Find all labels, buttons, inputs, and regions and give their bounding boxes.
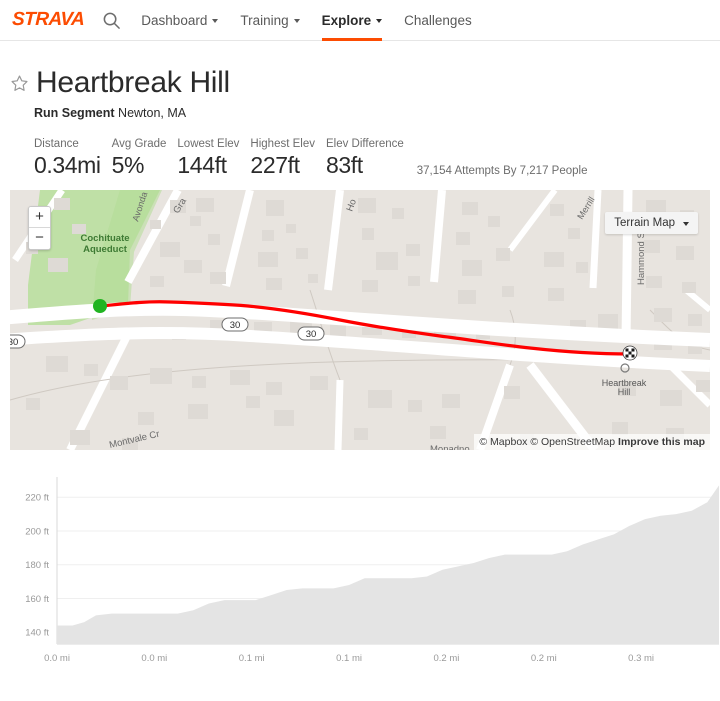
map-route-shield-a: 30 bbox=[221, 317, 249, 332]
segment-stats: Distance 0.34mi Avg Grade 5% Lowest Elev… bbox=[34, 137, 720, 179]
nav-item-dashboard[interactable]: Dashboard bbox=[141, 0, 219, 41]
elevation-chart-canvas[interactable]: 140 ft 160 ft 180 ft 200 ft 220 ft 0.0 mi 0.0 … bbox=[0, 472, 720, 677]
map-zoom-out-button[interactable]: − bbox=[29, 228, 50, 249]
map-label-monadnock: Monadno bbox=[430, 444, 470, 450]
map-poi-circle bbox=[620, 363, 630, 373]
nav-item-dashboard-label: Dashboard bbox=[141, 12, 208, 28]
page-title: Heartbreak Hill bbox=[36, 66, 230, 99]
chart-y-tick-label: 200 ft bbox=[25, 526, 49, 537]
stat-distance-value: 0.34mi bbox=[34, 152, 101, 178]
chart-x-tick-label: 0.0 mi bbox=[44, 653, 70, 664]
map-finish-marker bbox=[622, 345, 638, 361]
top-navigation-bar: STRAVA Dashboard Training Explore Challe… bbox=[0, 0, 720, 41]
nav-items: Dashboard Training Explore Challenges bbox=[141, 0, 493, 41]
chart-elevation-area bbox=[57, 485, 719, 644]
svg-text:30: 30 bbox=[306, 329, 317, 340]
stat-elev-difference-label: Elev Difference bbox=[325, 138, 404, 150]
chart-x-tick-label: 0.2 mi bbox=[433, 653, 459, 664]
chart-x-tick-label: 0.1 mi bbox=[336, 653, 362, 664]
stat-elev-difference-value: 83ft bbox=[325, 152, 363, 178]
chart-y-tick-label: 160 ft bbox=[25, 594, 49, 605]
map-zoom-in-button[interactable]: + bbox=[29, 207, 50, 228]
map-label-park: Cochituate bbox=[80, 233, 129, 244]
stat-lowest-elev-value: 144ft bbox=[177, 152, 227, 178]
segment-map[interactable]: 30 30 30 Cochituate Aqueduct Avonda Gra … bbox=[10, 190, 710, 450]
chevron-down-icon bbox=[683, 222, 689, 226]
nav-item-explore[interactable]: Explore bbox=[321, 0, 383, 41]
svg-text:30: 30 bbox=[230, 320, 241, 331]
strava-logo[interactable]: STRAVA bbox=[11, 9, 85, 30]
elevation-chart[interactable]: 140 ft 160 ft 180 ft 200 ft 220 ft 0.0 mi 0.0 … bbox=[0, 472, 720, 677]
nav-item-training-label: Training bbox=[240, 12, 289, 28]
svg-text:Aqueduct: Aqueduct bbox=[83, 244, 128, 255]
nav-item-challenges[interactable]: Challenges bbox=[404, 0, 472, 41]
stat-distance-label: Distance bbox=[34, 138, 79, 150]
map-attribution-providers: © Mapbox © OpenStreetMap bbox=[479, 436, 616, 448]
map-layer-selector[interactable]: Terrain Map bbox=[605, 212, 698, 234]
map-label-hammond: Hammond St bbox=[636, 229, 647, 285]
chevron-down-icon bbox=[293, 19, 300, 23]
stat-avg-grade-value: 5% bbox=[111, 152, 145, 178]
chevron-down-icon bbox=[376, 19, 383, 23]
segment-subtitle: Run Segment Newton, MA bbox=[34, 106, 720, 120]
nav-item-training[interactable]: Training bbox=[240, 0, 300, 41]
chart-y-tick-label: 140 ft bbox=[25, 628, 49, 639]
segment-type: Run Segment bbox=[34, 106, 115, 120]
map-improve-link[interactable]: Improve this map bbox=[618, 436, 705, 448]
stat-lowest-elev: Lowest Elev 144ft bbox=[177, 137, 239, 179]
stat-highest-elev-label: Highest Elev bbox=[250, 138, 315, 150]
stat-highest-elev: Highest Elev 227ft bbox=[250, 137, 315, 179]
map-zoom-controls[interactable]: + − bbox=[28, 206, 51, 250]
stat-highest-elev-value: 227ft bbox=[250, 152, 300, 178]
svg-text:30: 30 bbox=[10, 337, 18, 348]
map-route-shield-b: 30 bbox=[297, 326, 325, 341]
stat-lowest-elev-label: Lowest Elev bbox=[177, 138, 240, 150]
stat-distance: Distance 0.34mi bbox=[34, 137, 101, 179]
map-layer-label: Terrain Map bbox=[614, 217, 675, 229]
chart-x-tick-label: 0.0 mi bbox=[141, 653, 167, 664]
chart-y-tick-label: 220 ft bbox=[25, 493, 49, 504]
segment-header: Heartbreak Hill Run Segment Newton, MA D… bbox=[0, 41, 720, 179]
map-label-poi-line2: Hill bbox=[618, 387, 631, 397]
chart-x-tick-label: 0.1 mi bbox=[239, 653, 265, 664]
stat-avg-grade-label: Avg Grade bbox=[111, 138, 167, 150]
star-outline-icon[interactable] bbox=[10, 74, 29, 98]
chart-x-tick-label: 0.3 mi bbox=[628, 653, 654, 664]
chevron-down-icon bbox=[212, 19, 219, 23]
map-attribution: © Mapbox © OpenStreetMap Improve this ma… bbox=[474, 434, 710, 450]
map-label-ho: Ho bbox=[344, 198, 358, 213]
map-label-poi-line1: Heartbreak bbox=[602, 378, 647, 388]
chart-y-tick-label: 180 ft bbox=[25, 560, 49, 571]
chart-x-tick-label: 0.2 mi bbox=[531, 653, 557, 664]
segment-location: Newton, MA bbox=[118, 106, 187, 120]
map-route-line bbox=[100, 300, 632, 356]
map-canvas[interactable]: 30 30 30 Cochituate Aqueduct Avonda Gra … bbox=[10, 190, 710, 450]
stat-avg-grade: Avg Grade 5% bbox=[112, 137, 167, 179]
segment-title-row: Heartbreak Hill bbox=[10, 65, 720, 101]
nav-item-challenges-label: Challenges bbox=[404, 12, 472, 28]
stat-attempts-label: 37,154 Attempts By 7,217 People bbox=[416, 165, 588, 177]
map-start-marker bbox=[93, 299, 107, 313]
search-icon[interactable] bbox=[102, 11, 121, 30]
stat-elev-difference: Elev Difference 83ft bbox=[326, 137, 404, 179]
stat-attempts: 37,154 Attempts By 7,217 People bbox=[417, 164, 588, 179]
map-route-shield-c: 30 bbox=[10, 334, 26, 349]
nav-item-explore-label: Explore bbox=[321, 12, 372, 28]
map-main-road bbox=[10, 301, 710, 347]
